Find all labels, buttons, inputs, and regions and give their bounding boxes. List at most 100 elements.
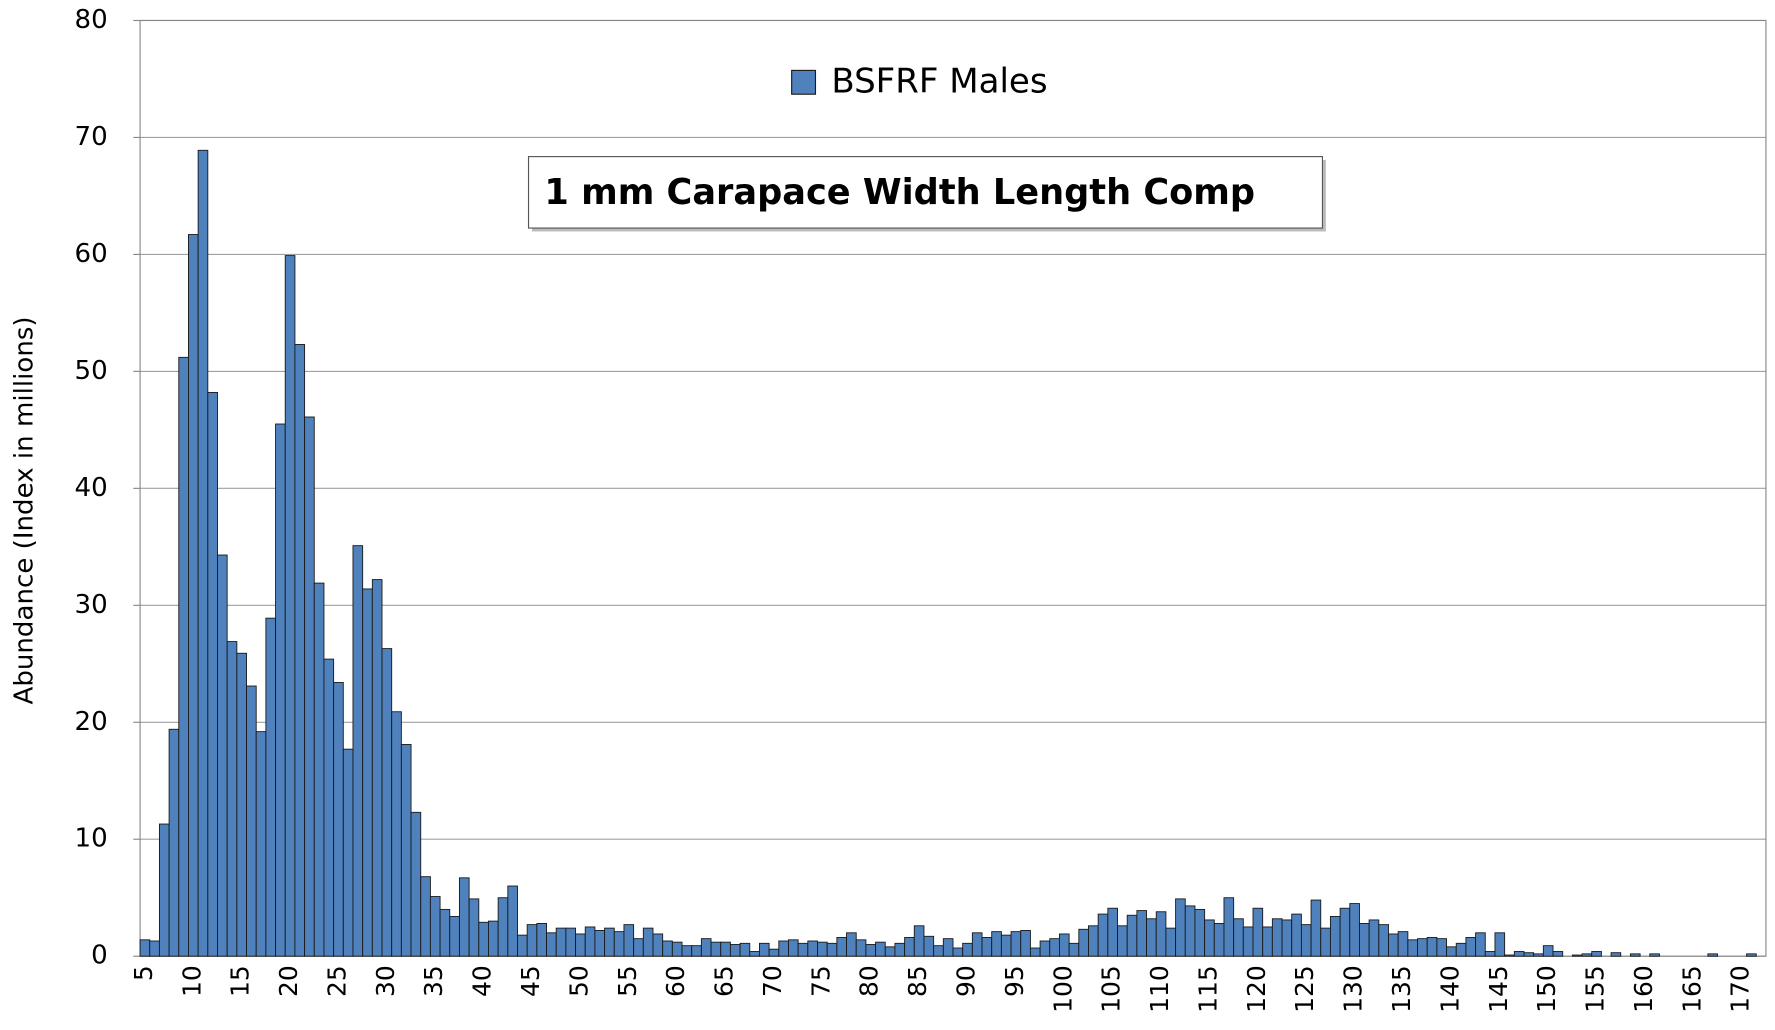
y-tick-label: 50 <box>75 356 108 386</box>
bar <box>1271 918 1283 957</box>
bar <box>1475 932 1486 957</box>
bar <box>1746 953 1757 957</box>
bar <box>1097 913 1109 957</box>
bar <box>652 933 664 957</box>
x-tick-label: 70 <box>758 965 787 997</box>
bar <box>1126 914 1138 957</box>
bar <box>1397 931 1409 957</box>
bar <box>439 908 451 957</box>
x-tick-label: 110 <box>1145 965 1174 1013</box>
x-tick-label: 80 <box>855 965 884 997</box>
y-tick-label: 10 <box>75 824 108 854</box>
bar <box>1281 919 1293 957</box>
x-tick-label: 95 <box>1000 965 1029 997</box>
bar <box>778 940 789 957</box>
bar <box>1610 952 1622 957</box>
bar <box>681 945 693 957</box>
bar <box>1455 942 1467 957</box>
x-tick-label: 35 <box>419 965 448 997</box>
x-tick-label: 60 <box>661 965 690 997</box>
x-tick-label: 150 <box>1532 965 1561 1013</box>
x-tick-label: 65 <box>710 965 739 997</box>
bar <box>1155 911 1167 957</box>
y-tick-label: 60 <box>75 239 108 269</box>
bar <box>807 940 818 957</box>
legend-label: BSFRF Males <box>831 61 1047 101</box>
bar <box>188 234 199 957</box>
bar <box>410 811 422 957</box>
bar <box>1262 926 1273 957</box>
bar <box>720 941 731 957</box>
bar <box>584 926 596 957</box>
bar <box>671 941 683 957</box>
bar <box>642 927 654 957</box>
x-tick-label: 30 <box>371 965 400 997</box>
x-tick-label: 10 <box>177 965 206 997</box>
bar <box>304 416 315 957</box>
bar <box>594 930 606 957</box>
bar <box>1194 908 1206 957</box>
bar <box>1059 933 1070 957</box>
bar <box>400 744 412 957</box>
bar <box>1388 933 1399 957</box>
bar <box>749 951 760 957</box>
x-tick-label: 25 <box>322 965 351 997</box>
bar <box>217 554 228 957</box>
bar <box>788 939 799 957</box>
bar <box>1146 918 1157 957</box>
bar <box>1407 939 1418 957</box>
bar <box>1591 951 1602 957</box>
bar <box>942 938 954 957</box>
bar <box>855 939 867 957</box>
bar <box>1378 924 1389 957</box>
bar <box>458 877 470 957</box>
bar <box>381 648 393 957</box>
bar <box>333 682 344 957</box>
bar <box>507 885 518 957</box>
y-tick-label: 80 <box>75 5 108 35</box>
bar <box>817 941 828 957</box>
bar <box>1242 926 1254 957</box>
bar <box>255 731 267 957</box>
bar <box>1029 947 1041 957</box>
bar <box>933 945 944 957</box>
bar <box>1213 922 1225 957</box>
bar <box>691 945 702 957</box>
x-tick-label: 120 <box>1242 965 1271 1013</box>
bar <box>1707 953 1718 957</box>
bar <box>758 942 770 957</box>
x-tick-label: 145 <box>1484 965 1513 1013</box>
bar <box>633 938 644 957</box>
x-tick-label: 170 <box>1726 965 1755 1013</box>
bar <box>1010 931 1022 957</box>
bar <box>488 920 499 957</box>
bar <box>1117 925 1128 957</box>
x-tick-label: 105 <box>1097 965 1126 1013</box>
bar <box>1349 903 1360 957</box>
bar <box>875 941 886 957</box>
bar <box>168 728 180 957</box>
y-tick-label: 40 <box>75 473 108 503</box>
bar <box>1039 940 1051 957</box>
bar <box>1175 898 1186 957</box>
bar <box>662 940 673 957</box>
bar <box>1107 907 1118 957</box>
bar <box>1359 922 1370 957</box>
bar <box>1136 910 1148 957</box>
y-axis-label: Abundance (Index in millions) <box>9 316 39 704</box>
x-tick-label: 135 <box>1387 965 1416 1013</box>
bar <box>1310 899 1322 957</box>
bar <box>846 932 857 957</box>
bar <box>700 938 712 957</box>
bar <box>275 423 286 957</box>
y-tick-label: 20 <box>75 707 108 737</box>
bar <box>971 932 983 957</box>
bar <box>739 942 751 957</box>
bar <box>613 931 625 957</box>
bar <box>449 915 460 957</box>
bar <box>352 545 364 957</box>
bar <box>884 946 896 957</box>
legend-swatch <box>791 69 817 95</box>
bar <box>991 931 1002 957</box>
